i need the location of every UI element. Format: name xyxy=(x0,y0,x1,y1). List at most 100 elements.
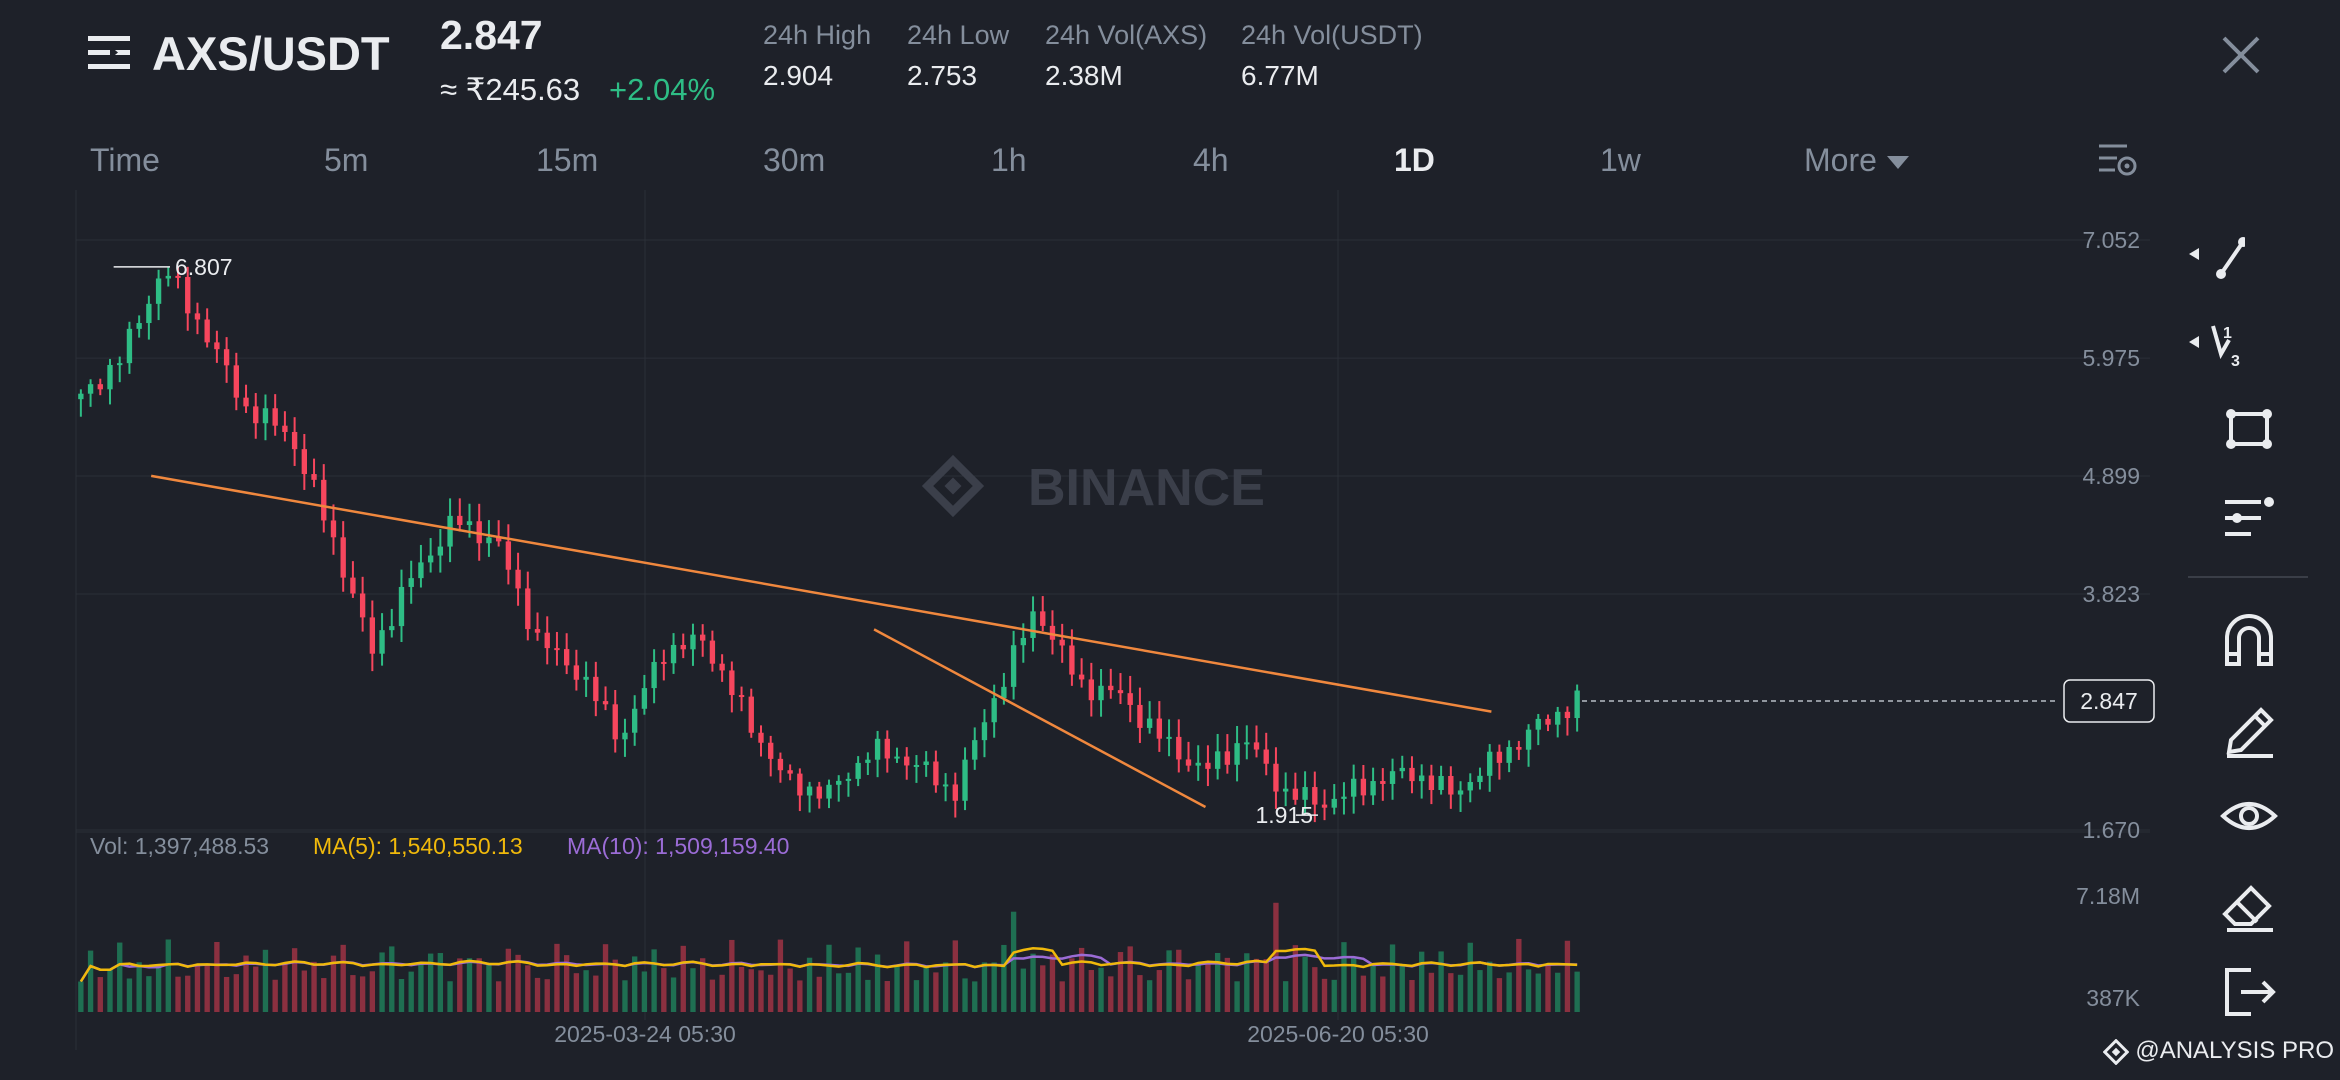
stat-24h-low-value: 2.753 xyxy=(907,60,978,91)
volume-bar xyxy=(1496,978,1503,1012)
candle-body xyxy=(972,740,978,760)
tab-1w[interactable]: 1w xyxy=(1600,142,1641,178)
volume-bar xyxy=(1244,953,1250,1012)
tab-5m[interactable]: 5m xyxy=(324,142,369,178)
candle-body xyxy=(826,784,832,799)
candle-body xyxy=(865,759,871,763)
volume-bar xyxy=(136,962,142,1012)
candle-body xyxy=(146,303,152,324)
exit-icon[interactable] xyxy=(2217,962,2281,1022)
trend-line[interactable] xyxy=(873,628,1207,809)
candle-body xyxy=(1545,718,1551,725)
volume-bar xyxy=(1146,980,1153,1012)
volume-bar xyxy=(923,967,929,1012)
volume-bar xyxy=(1108,976,1114,1012)
tab-more-label: More xyxy=(1804,142,1877,178)
tab-more[interactable]: More xyxy=(1804,142,1909,179)
volume-bar xyxy=(321,978,327,1012)
candle-body xyxy=(1506,746,1512,763)
tab-1h[interactable]: 1h xyxy=(991,142,1027,178)
volume-bar xyxy=(476,958,482,1012)
volume-bar xyxy=(1302,956,1308,1012)
candle-body xyxy=(1127,693,1133,705)
tab-4h[interactable]: 4h xyxy=(1193,142,1229,178)
stat-24h-vol-usdt-value: 6.77M xyxy=(1241,60,1319,91)
close-icon[interactable] xyxy=(2218,32,2264,78)
candle-body xyxy=(214,342,220,350)
candle-body xyxy=(78,393,84,400)
candle-body xyxy=(1350,778,1357,797)
candle-body xyxy=(709,640,716,664)
volume-bar xyxy=(1448,973,1454,1012)
tab-30m[interactable]: 30m xyxy=(763,142,826,178)
volume-bar xyxy=(1574,971,1580,1012)
candle-body xyxy=(1292,788,1299,800)
candle-body xyxy=(369,617,376,654)
pencil-icon[interactable] xyxy=(2217,698,2281,758)
candle-body xyxy=(1516,746,1522,750)
volume-bar xyxy=(262,949,269,1012)
candle-body xyxy=(1321,804,1328,808)
candle-body xyxy=(1535,718,1541,730)
candle-body xyxy=(1282,788,1289,792)
price-tick-label: 1.670 xyxy=(2082,817,2140,843)
candle-body xyxy=(1020,637,1026,646)
candle-body xyxy=(1467,782,1473,791)
trend-line[interactable] xyxy=(150,474,1492,713)
candle-body xyxy=(729,670,735,696)
candle-body xyxy=(700,634,706,641)
volume-bar xyxy=(1360,975,1367,1012)
volume-bar xyxy=(525,965,531,1012)
volume-bar xyxy=(117,942,123,1012)
trading-pair-title[interactable]: AXS/USDT xyxy=(152,27,390,80)
volume-bar xyxy=(1001,944,1007,1012)
volume-bar xyxy=(894,965,900,1012)
trend-line-icon[interactable] xyxy=(2185,232,2245,292)
chart-settings-icon[interactable] xyxy=(2097,140,2137,180)
volume-bar xyxy=(981,962,988,1012)
inr-price: ≈ ₹245.63 xyxy=(440,72,581,107)
rectangle-icon[interactable] xyxy=(2217,400,2281,460)
tab-time[interactable]: Time xyxy=(90,142,160,178)
volume-bar xyxy=(1428,972,1435,1012)
eraser-icon[interactable] xyxy=(2217,874,2281,934)
toolbar-divider xyxy=(2188,576,2308,578)
candle-body xyxy=(573,665,580,680)
volume-bar xyxy=(107,969,113,1012)
candle-body xyxy=(1525,729,1532,750)
magnet-icon[interactable] xyxy=(2217,610,2281,670)
candle-body xyxy=(291,431,298,450)
branding: @ANALYSIS PRO xyxy=(2102,1037,2334,1066)
volume-bar xyxy=(1438,951,1444,1012)
candle-body xyxy=(1399,767,1405,772)
volume-bar xyxy=(204,964,210,1012)
price-chart[interactable]: BINANCE 7.052 5.975 4.899 3.823 1.670 6.807 1.… xyxy=(0,190,2180,1050)
candle-body xyxy=(874,738,881,760)
candle-body xyxy=(1088,679,1095,701)
volume-bar xyxy=(1506,972,1512,1012)
candle-body xyxy=(505,541,512,570)
candle-body xyxy=(398,586,405,627)
volume-bar xyxy=(991,962,997,1012)
tab-1d[interactable]: 1D xyxy=(1394,142,1435,178)
volume-bar xyxy=(632,956,638,1012)
volume-bar xyxy=(962,978,968,1012)
candle-body xyxy=(359,593,366,618)
low-marker: 1.915 xyxy=(1255,802,1313,828)
tab-15m[interactable]: 15m xyxy=(536,142,599,178)
fib-icon[interactable]: 1 3 xyxy=(2185,316,2245,376)
candle-body xyxy=(87,384,94,394)
volume-bar xyxy=(243,955,249,1012)
menu-icon[interactable] xyxy=(86,32,132,78)
svg-text:3: 3 xyxy=(2231,353,2240,370)
volume-bar xyxy=(175,976,181,1012)
volume-bar xyxy=(1253,958,1260,1012)
eye-icon[interactable] xyxy=(2217,786,2281,846)
volume-bar xyxy=(1409,979,1415,1012)
volume-bar xyxy=(1098,967,1104,1012)
text-lines-icon[interactable] xyxy=(2217,488,2281,548)
volume-bar xyxy=(1282,981,1289,1012)
volume-bar xyxy=(1263,959,1269,1012)
volume-bar xyxy=(359,976,366,1012)
volume-bar xyxy=(554,943,560,1012)
